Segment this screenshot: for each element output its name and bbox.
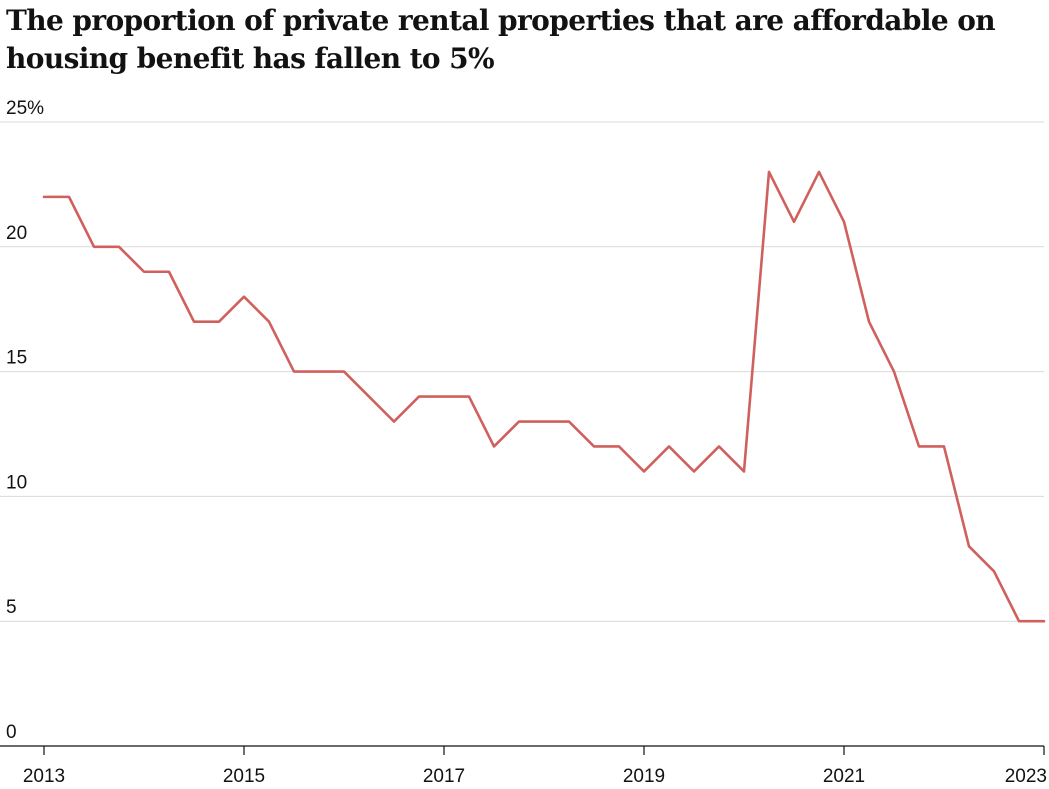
x-tick-label-2017: 2017	[423, 766, 465, 787]
y-tick-label-15: 15	[6, 348, 27, 369]
x-tick-label-2019: 2019	[623, 766, 665, 787]
x-tick-label-2023: 2023	[1005, 766, 1047, 787]
y-tick-label-25: 25%	[6, 98, 44, 119]
chart-title: The proportion of private rental propert…	[6, 4, 996, 75]
x-axis	[0, 745, 1045, 755]
x-tick-label-2021: 2021	[823, 766, 865, 787]
y-tick-label-5: 5	[6, 597, 17, 618]
x-tick-label-2013: 2013	[23, 766, 65, 787]
series-line-0	[42, 170, 1046, 623]
y-axis-tick-labels: 0 5 10 15 20 25%	[6, 98, 44, 743]
x-tick-label-2015: 2015	[223, 766, 265, 787]
y-tick-label-0: 0	[6, 722, 17, 743]
y-tick-label-20: 20	[6, 223, 27, 244]
y-tick-label-10: 10	[6, 472, 27, 493]
gridlines	[0, 121, 1044, 622]
x-axis-tick-labels: 2013 2015 2017 2019 2021 2023	[23, 766, 1047, 787]
series-layer	[42, 170, 1046, 623]
